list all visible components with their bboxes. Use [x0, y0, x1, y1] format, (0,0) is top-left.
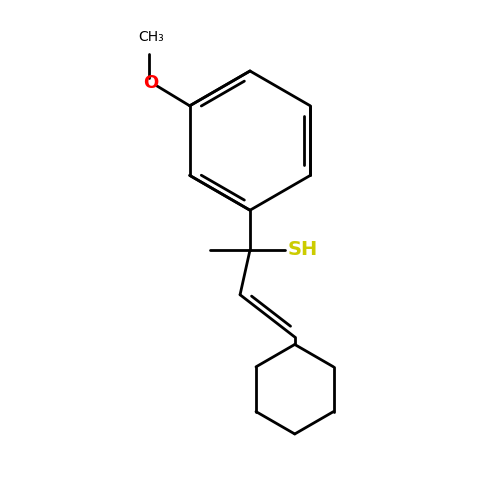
- Text: SH: SH: [288, 240, 318, 260]
- Text: O: O: [144, 74, 158, 92]
- Text: CH₃: CH₃: [138, 30, 164, 44]
